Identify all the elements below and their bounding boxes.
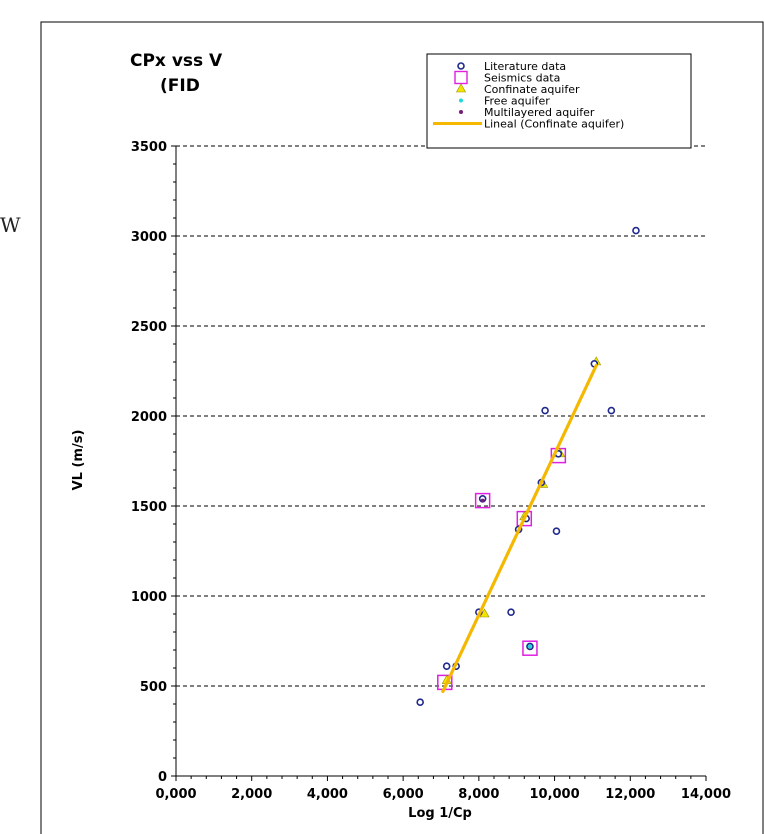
x-tick-label-1: 2,000 [231, 787, 272, 802]
legend-label-multilayered: Multilayered aquifer [484, 106, 595, 119]
y-tick-label-6: 3000 [131, 230, 167, 245]
legend-label-seismics: Seismics data [484, 72, 560, 85]
marker-literature-10 [541, 406, 549, 415]
y-axis-label: VL (m/s) [71, 430, 86, 491]
chart-title-line-1: CPx vss V [130, 51, 223, 71]
legend-label-literature: Literature data [484, 60, 566, 73]
legend-swatch-multilayered [459, 110, 463, 114]
legend-swatch-confinate [455, 83, 467, 93]
marker-literature-5 [507, 608, 515, 617]
marker-seismics-3 [522, 640, 538, 656]
x-tick-label-4: 8,000 [458, 787, 499, 802]
x-tick-label-5: 10,000 [529, 787, 579, 802]
x-tick-label-6: 12,000 [605, 787, 655, 802]
y-tick-label-1: 500 [140, 680, 167, 695]
marker-literature-15 [632, 226, 640, 235]
x-tick-label-2: 4,000 [307, 787, 348, 802]
marker-free-0 [527, 644, 532, 649]
fit-line [441, 364, 598, 694]
y-tick-label-3: 1500 [131, 500, 167, 515]
x-axis-label: Log 1/Cp [408, 806, 472, 821]
legend-label-fit: Lineal (Confinate aquifer) [484, 118, 624, 131]
axes: 0 500 1000 1500 2000 2500 3000 3500 0,000 2,000 4,… [131, 140, 731, 802]
y-tick-label-4: 2000 [131, 410, 167, 425]
marker-literature-1 [442, 662, 451, 671]
marker-multilayered-0 [480, 498, 485, 503]
legend-box [426, 53, 692, 149]
y-tick-label-5: 2500 [131, 320, 167, 335]
legend-swatch-free [459, 98, 463, 103]
legend-label-free: Free aquifer [484, 95, 550, 108]
y-tick-label-2: 1000 [131, 590, 167, 605]
chart-frame [40, 21, 764, 834]
legend-swatch-literature [457, 62, 465, 70]
marker-literature-11 [552, 527, 561, 536]
y-tick-label-0: 0 [158, 770, 167, 785]
y-tick-label-7: 3500 [131, 140, 167, 155]
marker-literature-14 [607, 406, 616, 415]
marker-literature-0 [416, 698, 424, 707]
legend-label-confinate: Confinate aquifer [484, 83, 580, 96]
x-tick-label-3: 6,000 [383, 787, 424, 802]
x-tick-label-0: 0,000 [155, 787, 196, 802]
stray-text: W [0, 213, 21, 237]
x-tick-label-7: 14,000 [681, 787, 731, 802]
chart-title-line-2: (FID [160, 76, 200, 96]
data-markers [416, 226, 640, 707]
marker-seismics-1 [474, 492, 491, 509]
